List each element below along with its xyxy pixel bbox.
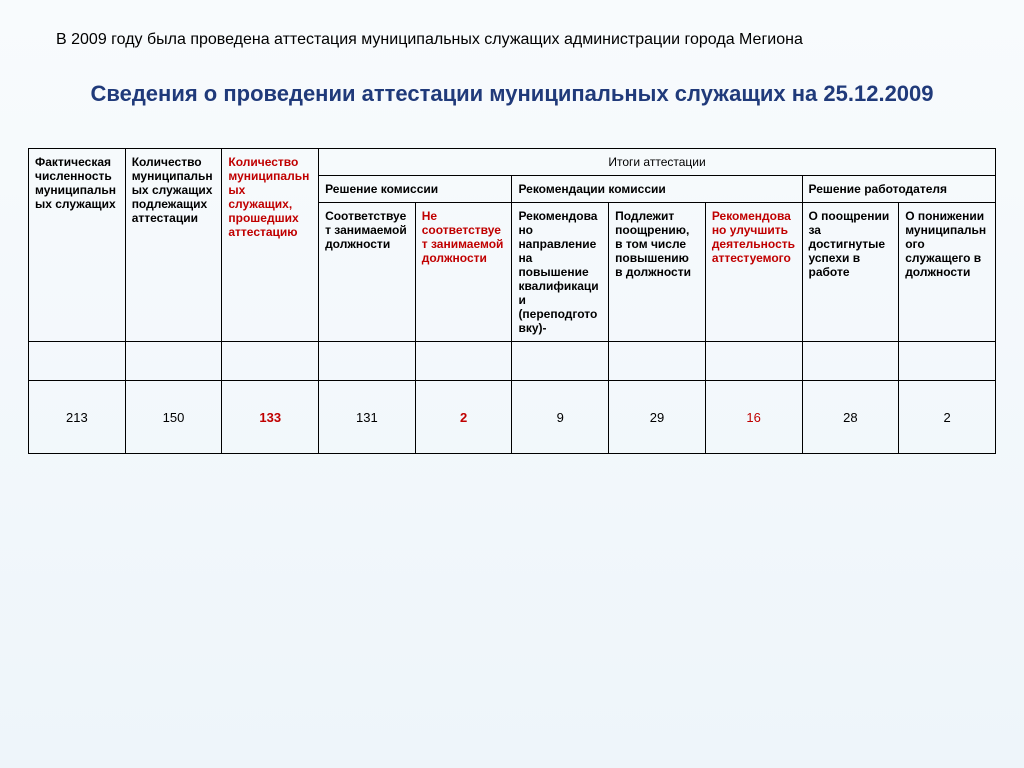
cell-subject: 150 xyxy=(125,381,222,454)
cell-training: 9 xyxy=(512,381,609,454)
data-row: 213 150 133 131 2 9 29 16 28 2 xyxy=(29,381,996,454)
empty-row xyxy=(29,342,996,381)
group-commission-recommend: Рекомендации комиссии xyxy=(512,176,802,203)
cell-reward: 28 xyxy=(802,381,899,454)
cell-passed: 133 xyxy=(222,381,319,454)
sub-subject-reward: Подлежит поощрению, в том числе повышени… xyxy=(609,203,706,342)
group-commission-decision: Решение комиссии xyxy=(319,176,512,203)
cell-actual: 213 xyxy=(29,381,126,454)
cell-improve: 16 xyxy=(705,381,802,454)
sub-not-corresponds: Не соответствует занимаемой должности xyxy=(415,203,512,342)
cell-not-corresponds: 2 xyxy=(415,381,512,454)
sub-reward: О поощрении за достигнутые успехи в рабо… xyxy=(802,203,899,342)
page-title: Сведения о проведении аттестации муницип… xyxy=(28,79,996,109)
cell-reward-subject: 29 xyxy=(609,381,706,454)
sub-corresponds: Соответствует занимаемой должности xyxy=(319,203,416,342)
cell-corresponds: 131 xyxy=(319,381,416,454)
sub-recommend-training: Рекомендовано направление на повышение к… xyxy=(512,203,609,342)
group-employer-decision: Решение работодателя xyxy=(802,176,996,203)
col-header-actual: Фактическая численность муниципальных сл… xyxy=(29,149,126,342)
attestation-table: Фактическая численность муниципальных сл… xyxy=(28,148,996,454)
sub-recommend-improve: Рекомендовано улучшить деятельность атте… xyxy=(705,203,802,342)
col-header-subject: Количество муниципальных служащих подлеж… xyxy=(125,149,222,342)
col-header-results: Итоги аттестации xyxy=(319,149,996,176)
col-header-passed: Количество муниципальных служащих, проше… xyxy=(222,149,319,342)
cell-demotion: 2 xyxy=(899,381,996,454)
sub-demotion: О понижении муниципального служащего в д… xyxy=(899,203,996,342)
intro-text: В 2009 году была проведена аттестация му… xyxy=(28,30,996,51)
